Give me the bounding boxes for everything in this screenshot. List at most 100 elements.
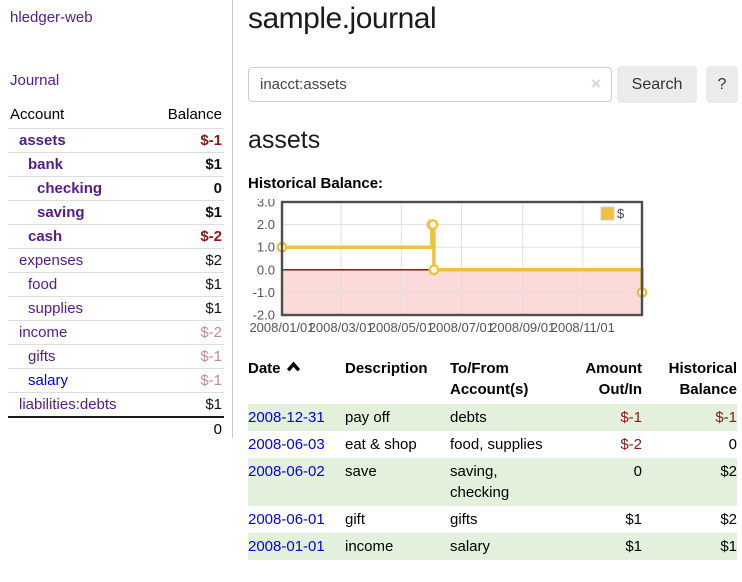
transaction-date-link[interactable]: 2008-12-31 — [248, 409, 325, 426]
y-tick-label: 3.0 — [257, 199, 275, 210]
y-tick-label: -1.0 — [253, 285, 275, 300]
account-link-saving[interactable]: saving — [37, 204, 85, 221]
account-balance: $-1 — [148, 344, 224, 369]
main-content: sample.journal × Search ? assets Histori… — [248, 0, 738, 560]
transaction-description: income — [345, 538, 394, 555]
account-link-bank[interactable]: bank — [28, 156, 64, 173]
account-link-income[interactable]: income — [19, 324, 68, 341]
account-balance: 0 — [148, 176, 224, 201]
search-input[interactable] — [248, 67, 612, 102]
x-tick-label: 2008/07/01 — [429, 320, 494, 335]
accounts-total-balance: 0 — [148, 416, 224, 441]
transaction-amount: $-2 — [620, 436, 642, 453]
account-balance: $1 — [148, 152, 224, 177]
account-balance: $-1 — [148, 368, 224, 393]
account-link-supplies[interactable]: supplies — [28, 300, 84, 317]
register-row: 2008-06-01 gift gifts $1 $2 — [248, 506, 737, 533]
search-button[interactable]: Search — [617, 66, 697, 103]
transaction-amount: $1 — [625, 511, 642, 528]
x-tick-label: 2008/03/01 — [309, 320, 374, 335]
x-tick-label: 2008/01/01 — [249, 320, 314, 335]
transaction-accounts: salary — [450, 538, 491, 555]
accounts-header-row: Account Balance — [8, 102, 224, 129]
account-balance: $1 — [148, 272, 224, 297]
transaction-accounts: debts — [450, 409, 487, 426]
transaction-balance: $2 — [720, 463, 737, 480]
transaction-accounts: gifts — [450, 511, 478, 528]
transaction-description: eat & shop — [345, 436, 417, 453]
balance-chart-svg: $3.0 2.0 1.0 0.0 -1.0 -2.02008/01/012008/03/0… — [249, 195, 648, 335]
transaction-date-link[interactable]: 2008-06-01 — [248, 511, 325, 528]
accounts-header-account: Account — [10, 106, 65, 123]
x-tick-label: 2008/05/01 — [369, 320, 434, 335]
account-link-liabilities-debts[interactable]: liabilities:debts — [19, 396, 117, 413]
accounts-total-row: 0 — [8, 416, 224, 441]
account-balance: $-2 — [148, 224, 224, 249]
sidebar-divider — [232, 0, 233, 438]
page-title: sample.journal — [248, 2, 437, 35]
clear-search-icon[interactable]: × — [591, 74, 601, 93]
account-link-assets[interactable]: assets — [19, 132, 66, 149]
transaction-date-link[interactable]: 2008-06-03 — [248, 436, 325, 453]
register-row: 2008-01-01 income salary $1 $1 — [248, 533, 737, 560]
account-link-gifts[interactable]: gifts — [28, 348, 56, 365]
register-row: 2008-06-03 eat & shop food, supplies $-2 0 — [248, 431, 737, 458]
transaction-amount: $-1 — [620, 409, 642, 426]
register-header-amount-out-in: Amount Out/In — [585, 360, 642, 398]
search-form: × Search ? — [248, 66, 738, 103]
transaction-date-link[interactable]: 2008-06-02 — [248, 463, 325, 480]
account-balance: $-1 — [148, 128, 224, 153]
account-row: income $-2 — [8, 320, 224, 345]
account-link-checking[interactable]: checking — [37, 180, 103, 197]
account-row: supplies $1 — [8, 296, 224, 321]
account-link-expenses[interactable]: expenses — [19, 252, 84, 269]
transaction-balance: $2 — [720, 511, 737, 528]
transaction-balance: 0 — [728, 436, 737, 453]
transaction-accounts: saving, checking — [450, 463, 510, 501]
account-link-food[interactable]: food — [28, 276, 58, 293]
transaction-date-link[interactable]: 2008-01-01 — [248, 538, 325, 555]
x-tick-label: 2008/11/01 — [551, 320, 615, 335]
register-header-row: Date Description To/From Account(s) Amount … — [248, 356, 737, 404]
y-tick-label: 0.0 — [257, 262, 275, 277]
account-link-salary[interactable]: salary — [28, 372, 69, 389]
transaction-description: pay off — [345, 409, 390, 426]
data-point-marker — [428, 264, 440, 276]
account-row: cash $-2 — [8, 224, 224, 249]
register-header-historical-balance: Historical Balance — [668, 360, 737, 398]
register-header-description: Description — [345, 360, 428, 377]
register-row: 2008-06-02 save saving, checking 0 $2 — [248, 458, 737, 506]
transaction-description: save — [345, 463, 377, 480]
app-title-link[interactable]: hledger-web — [10, 9, 93, 26]
account-link-cash[interactable]: cash — [28, 228, 63, 245]
y-tick-label: 2.0 — [257, 217, 275, 232]
register-header-to-from-account-s: To/From Account(s) — [450, 360, 529, 398]
transaction-description: gift — [345, 511, 366, 528]
register-header-date[interactable]: Date — [248, 356, 345, 404]
account-heading: assets — [248, 126, 321, 154]
legend-swatch — [600, 206, 615, 221]
account-row: liabilities:debts $1 — [8, 392, 224, 417]
y-tick-label: -2.0 — [253, 308, 275, 323]
help-button[interactable]: ? — [706, 66, 738, 103]
transaction-accounts: food, supplies — [450, 436, 543, 453]
account-balance: $1 — [148, 392, 224, 417]
plot-border — [280, 200, 644, 317]
transaction-balance: $1 — [720, 538, 737, 555]
account-row: expenses $2 — [8, 248, 224, 273]
x-tick-label: 2008/09/01 — [490, 320, 555, 335]
register-table: Date Description To/From Account(s) Amount … — [248, 356, 737, 560]
legend-label: $ — [617, 206, 625, 221]
chevron-up-icon — [286, 361, 300, 372]
account-row: assets $-1 — [8, 128, 224, 153]
sidebar-item-journal[interactable]: Journal — [10, 72, 60, 89]
account-balance: $1 — [148, 200, 224, 225]
account-row: checking 0 — [8, 176, 224, 201]
historical-balance-chart: $3.0 2.0 1.0 0.0 -1.0 -2.0 2008/01/01 2008/03/0… — [248, 195, 738, 341]
account-row: food $1 — [8, 272, 224, 297]
account-row: salary $-1 — [8, 368, 224, 393]
register-row: 2008-12-31 pay off debts $-1 $-1 — [248, 404, 737, 431]
transaction-amount: $1 — [625, 538, 642, 555]
data-point-marker — [427, 219, 439, 231]
transaction-balance: $-1 — [715, 409, 737, 426]
